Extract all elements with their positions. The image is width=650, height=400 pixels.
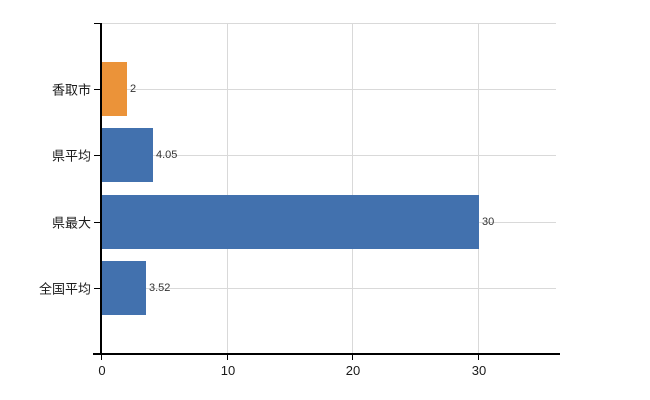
y-axis-top-tick (94, 23, 101, 24)
x-axis-tick (101, 353, 102, 360)
y-axis-tick (94, 89, 101, 90)
category-gridline (101, 89, 556, 90)
x-tick-label: 0 (98, 363, 106, 378)
data-bar (102, 195, 479, 249)
x-axis-tick (227, 353, 228, 360)
category-gridline (101, 288, 556, 289)
value-label: 2 (130, 82, 137, 95)
x-tick-label: 30 (471, 363, 487, 378)
y-axis-tick (94, 155, 101, 156)
y-axis-line (100, 23, 102, 353)
x-axis-line (93, 353, 560, 355)
x-axis-tick (352, 353, 353, 360)
data-bar (102, 128, 153, 182)
y-axis-tick (94, 222, 101, 223)
x-tick-label: 10 (220, 363, 236, 378)
category-gridline (101, 155, 556, 156)
category-label: 県最大 (51, 215, 91, 230)
data-bar (102, 261, 146, 315)
y-axis-tick (94, 288, 101, 289)
x-gridline (478, 23, 479, 353)
x-gridline (227, 23, 228, 353)
x-tick-label: 20 (345, 363, 361, 378)
x-axis-tick (478, 353, 479, 360)
plot-top-border (101, 23, 556, 24)
category-label: 全国平均 (38, 281, 91, 297)
x-gridline (352, 23, 353, 353)
category-label: 香取市 (51, 82, 91, 97)
category-label: 県平均 (51, 148, 91, 164)
value-label: 4.05 (156, 149, 178, 161)
value-label: 3.52 (149, 282, 171, 294)
value-label: 30 (482, 215, 495, 228)
data-bar (102, 62, 127, 116)
